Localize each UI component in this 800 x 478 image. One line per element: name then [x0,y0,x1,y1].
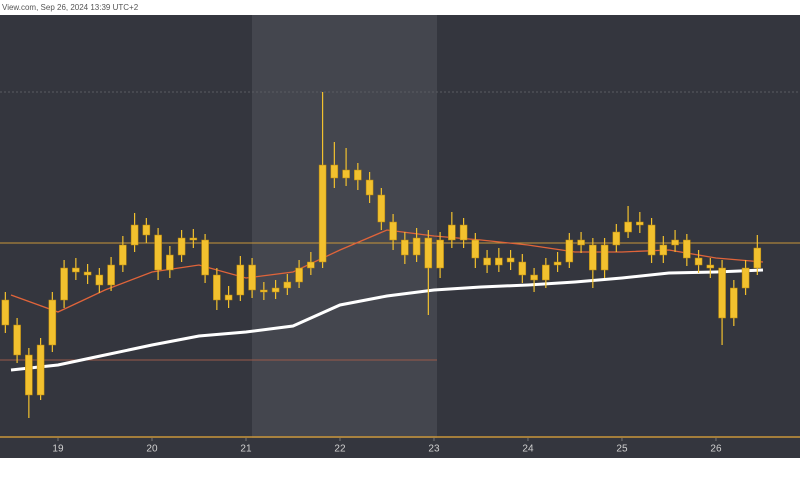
candle-body [506,257,515,263]
candle-body [166,254,174,271]
candle-body [600,244,609,271]
candle-body [636,221,644,226]
candle-body [718,267,726,319]
candle-body [483,257,491,266]
candle-body [706,264,715,269]
x-tick-label: 25 [616,444,628,455]
candle-body [753,247,762,269]
candle-body [377,194,386,223]
header-bar [0,0,800,15]
moving-average [10,268,764,372]
candle-body [260,289,268,293]
header-text: View.com, Sep 26, 2024 13:39 UTC+2 [2,3,139,12]
candle-body [283,281,292,289]
candle-body [577,239,585,246]
x-tick-label: 22 [334,444,346,455]
candle-body [25,354,33,396]
x-tick-label: 24 [522,444,534,455]
candle-body [459,224,468,241]
candle-body [471,239,480,259]
candle-body [60,267,68,301]
candle-body [189,237,198,241]
candle-body [424,237,433,269]
candle-body [130,224,139,246]
candle-body [741,267,750,289]
candle-body [142,224,151,236]
candle-body [730,287,738,319]
candle-body [553,261,562,266]
candle-body [295,267,303,283]
candle-body [224,294,233,301]
candle-body [36,344,45,396]
candle-body [213,274,221,301]
candle-body [342,169,350,179]
candle-body [542,264,550,281]
candle-body [271,287,280,293]
candle-body [647,224,656,256]
session-shade [252,15,437,438]
candle-body [589,244,597,271]
candle-body [612,231,621,246]
candle-body [436,239,444,269]
candle-body [624,221,632,233]
candle-body [83,271,92,276]
x-tick-label: 21 [240,444,252,455]
candle-body [177,237,186,256]
candle-body [48,299,57,346]
candle-body [694,257,703,266]
candle-body [354,169,362,181]
candle-body [318,164,327,263]
candle-body [365,179,374,196]
x-tick-label: 19 [52,444,64,455]
candle-body [13,324,21,356]
candle-body [201,239,209,276]
marks: 19 20 21 22 23 24 25 26 [1,92,764,455]
candle-body [565,239,574,263]
candle-body [72,267,80,273]
candle-body [412,237,421,256]
candle-body [389,221,397,241]
x-tick-label: 23 [428,444,440,455]
candle-body [659,244,668,256]
moving-average [10,229,764,313]
candle-body [330,164,339,179]
candle-body [119,244,127,266]
candle-body [307,261,315,269]
candle-body [95,274,104,286]
candle-body [448,224,456,241]
candle-body [248,264,256,291]
candle-body [683,239,691,259]
x-tick-label: 26 [710,444,722,455]
candle-body [530,274,538,281]
candle-body [401,239,409,256]
x-tick-label: 20 [146,444,158,455]
candle-body [1,299,10,326]
candle-body [495,257,503,266]
candle-body [236,264,245,296]
candle-body [107,264,115,286]
candle-body [154,234,162,271]
candle-body [671,239,679,246]
candle-body [518,261,527,276]
